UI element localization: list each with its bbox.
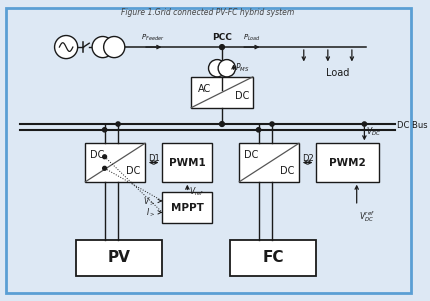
Bar xyxy=(229,240,316,276)
Bar xyxy=(162,192,212,223)
Text: $P_{MS}$: $P_{MS}$ xyxy=(235,61,249,73)
Text: Load: Load xyxy=(325,68,348,78)
Circle shape xyxy=(219,45,224,49)
Text: Figure 1.Grid connected PV-FC hybrid system: Figure 1.Grid connected PV-FC hybrid sys… xyxy=(121,8,294,17)
Text: DC Bus: DC Bus xyxy=(396,122,427,130)
Bar xyxy=(76,240,162,276)
Text: D1: D1 xyxy=(147,154,159,163)
Text: PCC: PCC xyxy=(212,33,231,42)
Circle shape xyxy=(208,60,225,77)
Text: MPPT: MPPT xyxy=(171,203,203,213)
Text: PWM1: PWM1 xyxy=(169,157,205,168)
Text: DC: DC xyxy=(90,150,104,160)
Bar xyxy=(239,143,298,182)
Circle shape xyxy=(102,155,106,159)
Text: D2: D2 xyxy=(301,154,313,163)
Text: $P_{Feeder}$: $P_{Feeder}$ xyxy=(141,33,164,43)
Text: PV: PV xyxy=(108,250,130,265)
Text: DC: DC xyxy=(243,150,258,160)
Circle shape xyxy=(92,36,113,58)
Bar xyxy=(162,143,212,182)
Text: DC: DC xyxy=(235,91,249,101)
Bar xyxy=(191,77,252,108)
Text: $P_{Load}$: $P_{Load}$ xyxy=(242,33,260,43)
Bar xyxy=(85,143,144,182)
Text: AC: AC xyxy=(197,84,211,94)
Circle shape xyxy=(102,166,106,170)
Text: PWM2: PWM2 xyxy=(328,157,365,168)
Circle shape xyxy=(219,122,224,126)
Text: DC: DC xyxy=(279,166,293,176)
Text: $V_{ref}$: $V_{ref}$ xyxy=(189,186,204,198)
Circle shape xyxy=(256,128,260,132)
Text: $V_{DC}^{ref}$: $V_{DC}^{ref}$ xyxy=(358,209,374,224)
Bar xyxy=(316,143,378,182)
Text: $I_>$: $I_>$ xyxy=(146,206,155,218)
Text: $V_>$: $V_>$ xyxy=(143,195,155,207)
Text: DC: DC xyxy=(126,166,140,176)
Circle shape xyxy=(55,36,77,59)
Text: $V_{DC}$: $V_{DC}$ xyxy=(366,126,381,138)
Circle shape xyxy=(103,36,125,58)
Circle shape xyxy=(269,122,273,126)
Circle shape xyxy=(116,122,120,126)
Text: FC: FC xyxy=(261,250,283,265)
Circle shape xyxy=(102,128,107,132)
Circle shape xyxy=(218,60,235,77)
Circle shape xyxy=(362,122,366,126)
